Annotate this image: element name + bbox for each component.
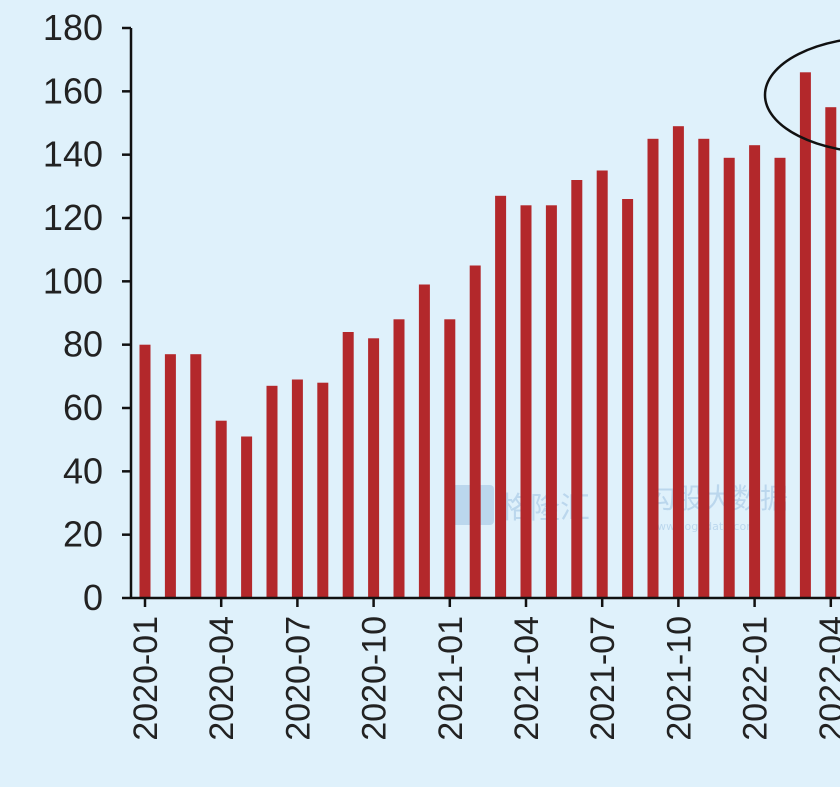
watermark-brand-text: 勾股大数据 — [648, 482, 788, 515]
bar-2020-02 — [165, 354, 176, 598]
bar-2022-01 — [749, 145, 760, 598]
bar-2021-01 — [444, 319, 455, 598]
y-tick-label: 160 — [43, 70, 103, 111]
y-tick-label: 60 — [63, 387, 103, 428]
bar-2020-07 — [292, 380, 303, 599]
x-tick-label: 2020-07 — [279, 616, 317, 741]
bar-2020-03 — [190, 354, 201, 598]
x-tick-label: 2021-07 — [584, 616, 622, 741]
y-tick-label: 180 — [43, 7, 103, 48]
bar-2021-12 — [724, 158, 735, 598]
bar-2021-09 — [648, 139, 659, 598]
bar-2020-09 — [343, 332, 354, 598]
bar-2021-07 — [597, 171, 608, 599]
y-tick-label: 120 — [43, 197, 103, 238]
bar-2020-01 — [140, 345, 151, 598]
bar-2020-06 — [267, 386, 278, 598]
bar-2020-12 — [419, 285, 430, 599]
x-axis: 2020-01 2020-04 2020-07 2020-10 2021-01 2021-… — [127, 598, 840, 741]
bar-2022-04 — [825, 107, 836, 598]
bar-2020-05 — [241, 437, 252, 599]
bar-2020-04 — [216, 421, 227, 598]
x-tick-label: 2020-01 — [127, 616, 165, 741]
bar-2021-04 — [521, 205, 532, 598]
bar-2022-02 — [775, 158, 786, 598]
bar-2021-03 — [495, 196, 506, 598]
bar-2021-02 — [470, 266, 481, 599]
y-tick-label: 80 — [63, 324, 103, 365]
bar-2020-10 — [368, 338, 379, 598]
bar-2021-08 — [622, 199, 633, 598]
x-tick-label: 2021-10 — [660, 616, 698, 741]
y-tick-label: 0 — [83, 577, 103, 618]
x-tick-label: 2020-04 — [203, 616, 241, 741]
bar-2021-11 — [698, 139, 709, 598]
x-tick-label: 2021-04 — [508, 616, 546, 741]
bar-2021-06 — [571, 180, 582, 598]
y-tick-label: 100 — [43, 260, 103, 301]
bar-2021-10 — [673, 126, 684, 598]
x-tick-label: 2022-04 — [813, 616, 840, 741]
x-tick-label: 2022-01 — [737, 616, 775, 741]
bar-2020-08 — [317, 383, 328, 598]
y-axis: 0 20 40 60 80 100 120 140 160 180 — [43, 7, 131, 618]
bar-2020-11 — [394, 319, 405, 598]
bar-2021-05 — [546, 205, 557, 598]
bar-2022-03 — [800, 72, 811, 598]
y-tick-label: 140 — [43, 134, 103, 175]
x-tick-label: 2020-10 — [356, 616, 394, 741]
y-tick-label: 20 — [63, 514, 103, 555]
x-tick-label: 2021-01 — [432, 616, 470, 741]
y-tick-label: 40 — [63, 450, 103, 491]
